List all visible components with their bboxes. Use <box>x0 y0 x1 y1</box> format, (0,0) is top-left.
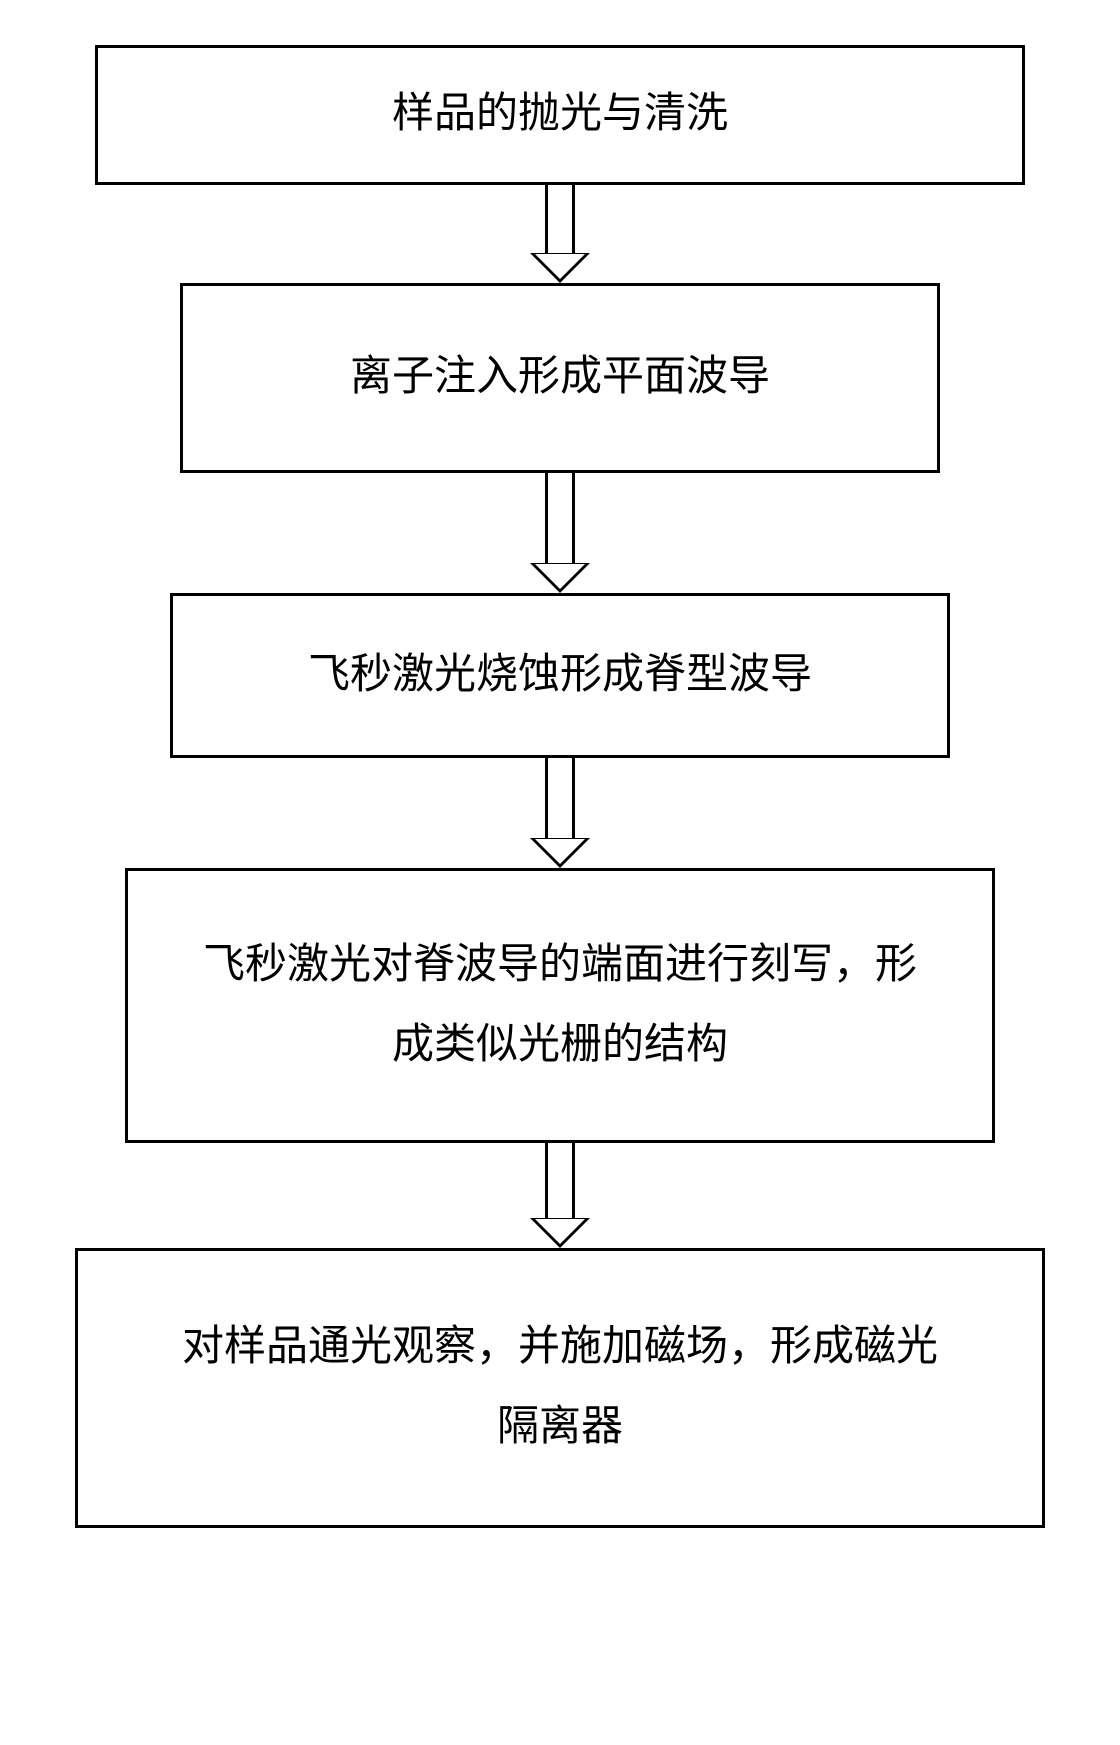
flowchart-arrow-1 <box>530 185 590 283</box>
flowchart-arrow-2 <box>530 473 590 593</box>
arrow-stem <box>545 473 575 563</box>
flowchart-box-3-text: 飞秒激光烧蚀形成脊型波导 <box>308 636 812 716</box>
flowchart-box-3: 飞秒激光烧蚀形成脊型波导 <box>170 593 950 758</box>
arrow-head-icon <box>530 1218 590 1248</box>
flowchart-box-5: 对样品通光观察，并施加磁场，形成磁光 隔离器 <box>75 1248 1045 1528</box>
flowchart-box-1: 样品的抛光与清洗 <box>95 45 1025 185</box>
arrow-head-icon <box>530 253 590 283</box>
flowchart-arrow-3 <box>530 758 590 868</box>
flowchart-box-4-text: 飞秒激光对脊波导的端面进行刻写，形 成类似光栅的结构 <box>203 926 917 1086</box>
flowchart-box-5-text: 对样品通光观察，并施加磁场，形成磁光 隔离器 <box>182 1308 938 1468</box>
arrow-stem <box>545 758 575 838</box>
flowchart-box-1-text: 样品的抛光与清洗 <box>392 75 728 155</box>
flowchart-container: 样品的抛光与清洗 离子注入形成平面波导 飞秒激光烧蚀形成脊型波导 飞秒激光对脊波… <box>75 45 1045 1528</box>
flowchart-arrow-4 <box>530 1143 590 1248</box>
flowchart-box-2-text: 离子注入形成平面波导 <box>350 338 770 418</box>
arrow-stem <box>545 1143 575 1218</box>
arrow-head-icon <box>530 563 590 593</box>
arrow-stem <box>545 185 575 253</box>
flowchart-box-2: 离子注入形成平面波导 <box>180 283 940 473</box>
flowchart-box-4: 飞秒激光对脊波导的端面进行刻写，形 成类似光栅的结构 <box>125 868 995 1143</box>
arrow-head-icon <box>530 838 590 868</box>
